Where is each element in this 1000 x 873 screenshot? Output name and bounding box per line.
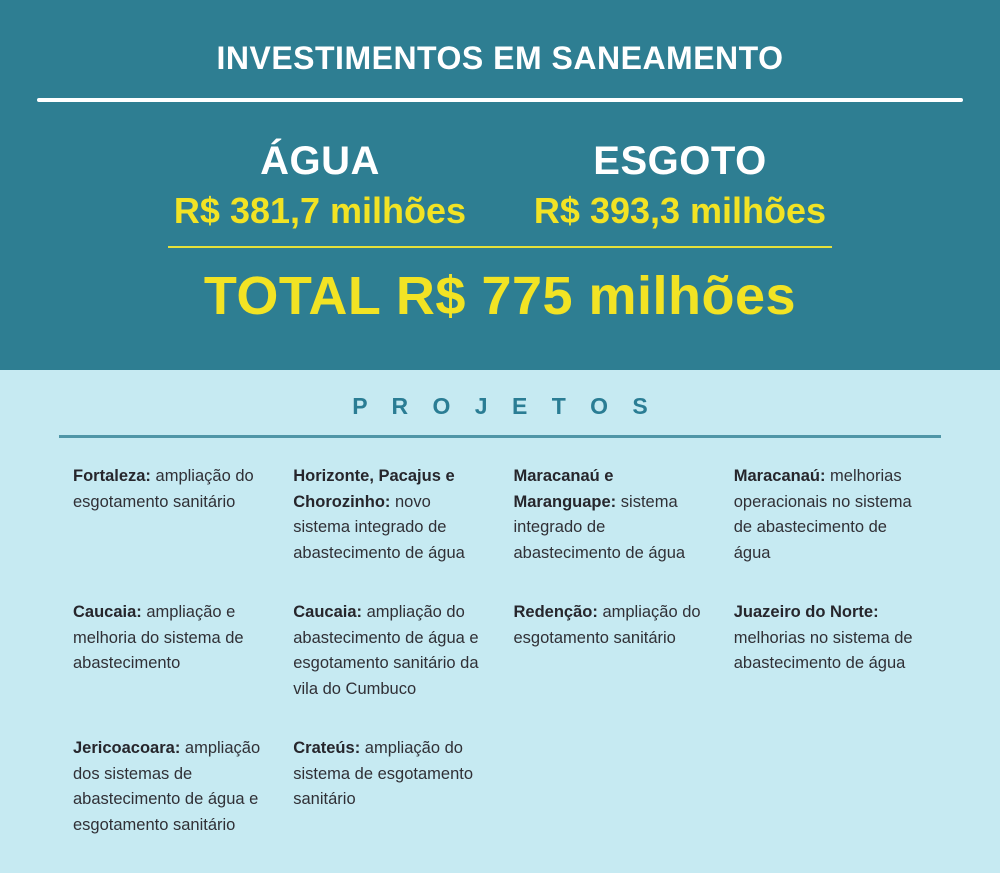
project-juazeiro-do-norte: Juazeiro do Norte: melhorias no sistema … [734,600,927,702]
project-horizonte-pacajus-chorozinho: Horizonte, Pacajus e Chorozinho: novo si… [293,464,486,566]
agua-column: ÁGUA R$ 381,7 milhões [160,138,480,234]
project-city-name: Caucaia: [73,603,142,621]
project-description: ampliação dos sistemas de abastecimento … [73,739,261,834]
esgoto-value: R$ 393,3 milhões [533,190,827,231]
agua-value: R$ 381,7 milhões [173,190,467,231]
project-description: ampliação do esgotamento sanitário [513,603,701,647]
projects-row-2: Caucaia: ampliação e melhoria do sistema… [73,600,927,702]
project-city-name: Jericoacoara: [73,739,181,757]
project-description: melhorias no sistema de abastecimento de… [733,628,913,673]
project-crateus: Crateús: ampliação do sistema de esgotam… [293,736,486,838]
project-maracanau-maranguape: Maracanaú e Maranguape: sistema integrad… [514,464,707,566]
projects-row-3: Jericoacoara: ampliação dos sistemas de … [73,736,927,838]
project-jericoacoara: Jericoacoara: ampliação dos sistemas de … [73,736,266,838]
esgoto-column: ESGOTO R$ 393,3 milhões [520,138,840,234]
project-description: melhorias operacionais no sistema de aba… [733,467,912,562]
project-description: sistema integrado de abastecimento de ág… [513,492,686,562]
project-city-name: Caucaia: [293,603,363,621]
project-description: ampliação do sistema de esgotamento sani… [293,739,474,808]
project-description: ampliação do esgotamento sanitário [73,467,254,511]
project-city-name: Maracanaú e Maranguape: [513,467,617,511]
projects-divider [59,435,941,438]
project-city-name: Fortaleza: [73,467,151,485]
project-city-name: Juazeiro do Norte: [733,603,879,621]
projects-grid: Fortaleza: ampliação do esgotamento sani… [73,464,927,838]
investment-columns: ÁGUA R$ 381,7 milhões ESGOTO R$ 393,3 mi… [0,138,1000,234]
project-city-name: Maracanaú: [733,467,826,485]
esgoto-label: ESGOTO [593,139,767,183]
project-city-name: Crateús: [293,739,361,757]
investments-header: INVESTIMENTOS EM SANEAMENTO ÁGUA R$ 381,… [0,0,1000,370]
project-caucaia-1: Caucaia: ampliação e melhoria do sistema… [73,600,266,702]
project-description: ampliação e melhoria do sistema de abast… [73,603,244,672]
project-city-name: Redenção: [513,603,598,621]
project-description: ampliação do abastecimento de água e esg… [293,603,479,698]
total-divider [168,246,832,248]
agua-label: ÁGUA [260,139,380,183]
project-empty-cell [734,736,927,838]
header-divider [37,98,963,102]
projects-row-1: Fortaleza: ampliação do esgotamento sani… [73,464,927,566]
project-fortaleza: Fortaleza: ampliação do esgotamento sani… [73,464,266,566]
project-empty-cell [514,736,707,838]
projects-section-title: P R O J E T O S [352,393,657,419]
project-redencao: Redenção: ampliação do esgotamento sanit… [514,600,707,702]
projects-section: P R O J E T O S Fortaleza: ampliação do … [0,370,1000,838]
project-city-name: Horizonte, Pacajus e Chorozinho: [293,467,455,511]
project-caucaia-2: Caucaia: ampliação do abastecimento de á… [293,600,486,702]
total-value: TOTAL R$ 775 milhões [203,266,797,326]
page-title: INVESTIMENTOS EM SANEAMENTO [216,40,784,76]
project-description: novo sistema integrado de abastecimento … [293,492,465,562]
project-maracanau: Maracanaú: melhorias operacionais no sis… [734,464,927,566]
